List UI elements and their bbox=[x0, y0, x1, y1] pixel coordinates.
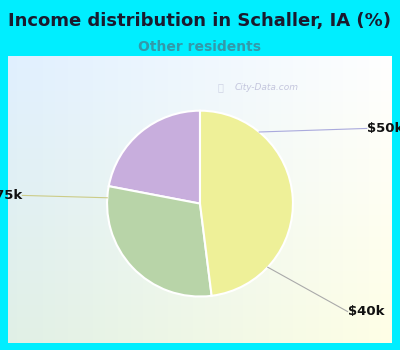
Text: $40k: $40k bbox=[348, 305, 384, 318]
Text: Income distribution in Schaller, IA (%): Income distribution in Schaller, IA (%) bbox=[8, 12, 392, 30]
Wedge shape bbox=[109, 111, 200, 204]
Text: $50k: $50k bbox=[367, 122, 400, 135]
Wedge shape bbox=[200, 111, 293, 296]
Text: ⓘ: ⓘ bbox=[217, 83, 223, 92]
Text: $75k: $75k bbox=[0, 189, 22, 202]
Wedge shape bbox=[107, 186, 212, 296]
Text: Other residents: Other residents bbox=[138, 40, 262, 54]
Text: City-Data.com: City-Data.com bbox=[234, 83, 298, 92]
